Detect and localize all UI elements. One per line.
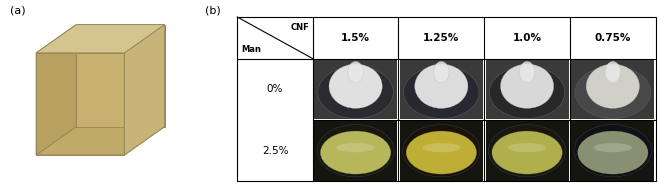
Ellipse shape: [578, 131, 648, 174]
Bar: [571, 59, 654, 119]
Ellipse shape: [508, 143, 546, 152]
Ellipse shape: [320, 131, 391, 174]
Text: Man: Man: [241, 45, 261, 54]
Text: 0.75%: 0.75%: [595, 33, 631, 43]
Ellipse shape: [336, 143, 375, 152]
Text: 1.25%: 1.25%: [423, 33, 459, 43]
Bar: [571, 121, 654, 181]
Bar: [400, 59, 483, 119]
Ellipse shape: [348, 61, 363, 83]
Ellipse shape: [492, 131, 562, 174]
Bar: [486, 59, 569, 119]
Ellipse shape: [488, 125, 566, 177]
Ellipse shape: [501, 64, 553, 108]
Polygon shape: [76, 25, 164, 127]
Ellipse shape: [434, 61, 449, 83]
Bar: [314, 59, 397, 119]
Text: 1.0%: 1.0%: [513, 33, 542, 43]
Bar: [486, 121, 569, 181]
Polygon shape: [36, 127, 164, 155]
Ellipse shape: [575, 66, 651, 119]
Text: CNF: CNF: [290, 23, 309, 32]
Ellipse shape: [594, 143, 632, 152]
Ellipse shape: [605, 61, 620, 83]
Ellipse shape: [422, 143, 461, 152]
Ellipse shape: [403, 66, 479, 119]
Text: (b): (b): [205, 6, 221, 16]
Ellipse shape: [317, 125, 394, 177]
Ellipse shape: [329, 64, 382, 108]
Text: 0%: 0%: [266, 84, 283, 94]
Bar: [400, 121, 483, 181]
Ellipse shape: [586, 64, 640, 108]
Bar: [238, 17, 656, 181]
Polygon shape: [36, 25, 76, 155]
Ellipse shape: [574, 125, 651, 177]
Polygon shape: [124, 25, 164, 155]
Text: (a): (a): [10, 6, 26, 16]
Ellipse shape: [318, 66, 393, 119]
Ellipse shape: [490, 66, 565, 119]
Polygon shape: [36, 25, 164, 53]
Bar: [314, 121, 397, 181]
Text: 1.5%: 1.5%: [341, 33, 370, 43]
Ellipse shape: [406, 131, 476, 174]
Ellipse shape: [519, 61, 535, 83]
Text: 2.5%: 2.5%: [262, 146, 288, 156]
Ellipse shape: [403, 125, 480, 177]
Ellipse shape: [415, 64, 468, 108]
